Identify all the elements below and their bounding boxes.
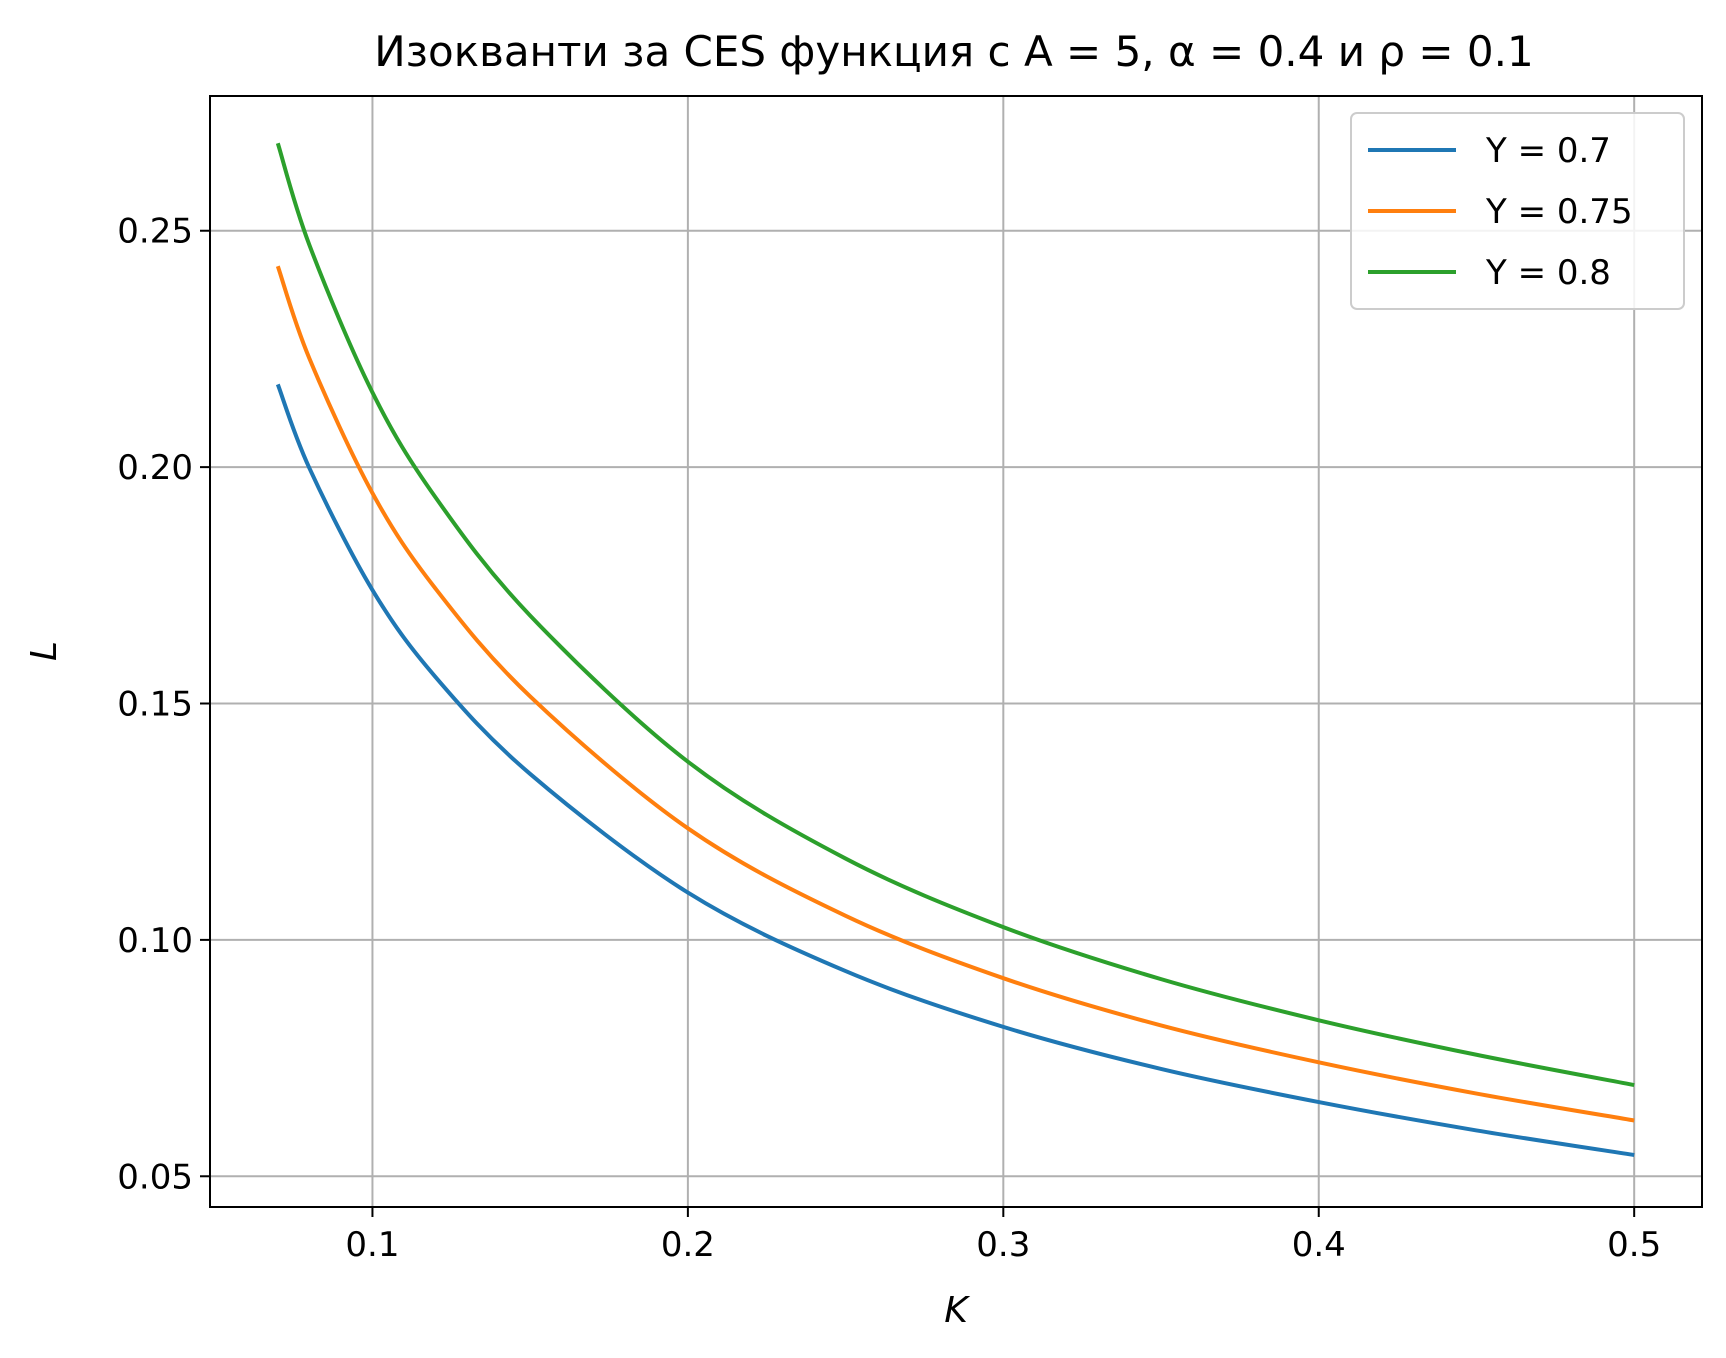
- legend-label: Y = 0.7: [1485, 131, 1611, 171]
- x-axis-label: K: [944, 1290, 970, 1331]
- x-tick-label: 0.5: [1607, 1225, 1661, 1265]
- y-tick-label: 0.15: [117, 685, 193, 725]
- y-tick-label: 0.10: [117, 921, 193, 961]
- series-line-3: [275, 142, 1635, 1087]
- ticks: 0.1 0.2 0.3 0.4 0.5 0.05 0.10 0.15 0.20 0.25: [117, 212, 1661, 1265]
- y-axis-label: L: [24, 641, 65, 661]
- x-tick-label: 0.1: [345, 1225, 399, 1265]
- series-group: [275, 142, 1635, 1157]
- legend: Y = 0.7 Y = 0.75 Y = 0.8: [1350, 112, 1685, 310]
- series-line-1: [275, 383, 1635, 1157]
- x-tick-label: 0.2: [661, 1225, 715, 1265]
- series-line-2: [275, 265, 1635, 1123]
- y-tick-label: 0.20: [117, 448, 193, 488]
- chart-title: Изокванти за CES функция с A = 5, α = 0.…: [374, 27, 1533, 76]
- x-tick-label: 0.3: [976, 1225, 1030, 1265]
- plot-frame: [209, 95, 1703, 1208]
- legend-label: Y = 0.8: [1485, 253, 1611, 293]
- y-tick-label: 0.05: [117, 1157, 193, 1197]
- legend-box: [1350, 112, 1685, 310]
- y-tick-label: 0.25: [117, 212, 193, 252]
- legend-label: Y = 0.75: [1485, 192, 1633, 232]
- x-tick-label: 0.4: [1292, 1225, 1346, 1265]
